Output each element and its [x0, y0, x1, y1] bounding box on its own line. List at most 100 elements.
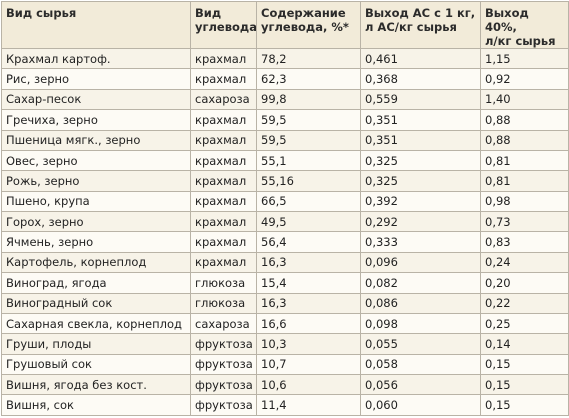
cell-yield-absolute: 0,096: [360, 251, 481, 274]
cell-yield-40: 0,22: [480, 292, 569, 314]
table-row: Виноградный сок глюкоза 16,3 0,086 0,22: [1, 292, 569, 314]
cell-carb-type: крахмал: [190, 231, 257, 253]
cell-carb-type: фруктоза: [190, 353, 257, 376]
cell-raw-material: Груши, плоды: [1, 333, 191, 355]
header-yield-40: Выход 40%, л/кг сырья: [480, 1, 569, 49]
table-row: Картофель, корнеплод крахмал 16,3 0,096 0,24: [1, 251, 569, 274]
cell-raw-material: Ячмень, зерно: [1, 231, 191, 253]
cell-raw-material: Пшено, крупа: [1, 190, 191, 213]
cell-yield-absolute: 0,351: [360, 109, 481, 131]
cell-carb-type: крахмал: [190, 129, 257, 151]
cell-carb-content: 10,7: [256, 353, 361, 376]
cell-yield-absolute: 0,086: [360, 292, 481, 314]
cell-yield-40: 0,20: [480, 272, 569, 294]
cell-yield-40: 0,25: [480, 312, 569, 335]
table-row: Вишня, ягода без кост. фруктоза 10,6 0,056 0…: [1, 373, 569, 396]
cell-yield-absolute: 0,333: [360, 231, 481, 253]
header-raw-material: Вид сырья: [1, 1, 191, 49]
cell-raw-material: Овес, зерно: [1, 149, 191, 172]
cell-carb-content: 16,6: [256, 312, 361, 335]
cell-carb-content: 15,4: [256, 272, 361, 294]
cell-carb-type: крахмал: [190, 210, 257, 233]
cell-raw-material: Грушовый сок: [1, 353, 191, 376]
cell-carb-type: фруктоза: [190, 394, 257, 416]
cell-raw-material: Пшеница мягк., зерно: [1, 129, 191, 151]
cell-yield-absolute: 0,325: [360, 149, 481, 172]
cell-yield-40: 1,15: [480, 47, 569, 70]
cell-carb-type: глюкоза: [190, 272, 257, 294]
cell-carb-type: глюкоза: [190, 292, 257, 314]
table-row: Гречиха, зерно крахмал 59,5 0,351 0,88: [1, 109, 569, 131]
table-row: Пшено, крупа крахмал 66,5 0,392 0,98: [1, 190, 569, 213]
cell-yield-40: 0,98: [480, 190, 569, 213]
cell-yield-absolute: 0,292: [360, 210, 481, 233]
cell-carb-content: 99,8: [256, 88, 361, 111]
cell-raw-material: Рожь, зерно: [1, 170, 191, 192]
header-carb-type: Вид углевода: [190, 1, 257, 49]
cell-carb-content: 62,3: [256, 68, 361, 90]
cell-yield-40: 0,24: [480, 251, 569, 274]
table-row: Горох, зерно крахмал 49,5 0,292 0,73: [1, 210, 569, 233]
cell-raw-material: Вишня, сок: [1, 394, 191, 416]
table-row: Сахарная свекла, корнеплод сахароза 16,6 0,…: [1, 312, 569, 335]
cell-carb-content: 55,1: [256, 149, 361, 172]
cell-yield-absolute: 0,055: [360, 333, 481, 355]
cell-yield-40: 0,15: [480, 353, 569, 376]
cell-yield-40: 0,14: [480, 333, 569, 355]
cell-carb-type: фруктоза: [190, 333, 257, 355]
cell-yield-40: 1,40: [480, 88, 569, 111]
table-row: Ячмень, зерно крахмал 56,4 0,333 0,83: [1, 231, 569, 253]
cell-carb-type: крахмал: [190, 251, 257, 274]
header-row: Вид сырья Вид углевода Содержание углевода…: [1, 1, 569, 49]
table-row: Крахмал картоф. крахмал 78,2 0,461 1,15: [1, 47, 569, 70]
cell-carb-content: 56,4: [256, 231, 361, 253]
cell-raw-material: Виноградный сок: [1, 292, 191, 314]
cell-carb-content: 16,3: [256, 251, 361, 274]
cell-carb-type: сахароза: [190, 312, 257, 335]
cell-carb-content: 78,2: [256, 47, 361, 70]
cell-raw-material: Картофель, корнеплод: [1, 251, 191, 274]
cell-raw-material: Сахарная свекла, корнеплод: [1, 312, 191, 335]
cell-yield-40: 0,81: [480, 170, 569, 192]
cell-carb-content: 66,5: [256, 190, 361, 213]
cell-carb-content: 49,5: [256, 210, 361, 233]
cell-raw-material: Гречиха, зерно: [1, 109, 191, 131]
cell-carb-content: 59,5: [256, 109, 361, 131]
cell-yield-absolute: 0,368: [360, 68, 481, 90]
cell-yield-absolute: 0,559: [360, 88, 481, 111]
cell-raw-material: Рис, зерно: [1, 68, 191, 90]
table-row: Грушовый сок фруктоза 10,7 0,058 0,15: [1, 353, 569, 376]
table-row: Груши, плоды фруктоза 10,3 0,055 0,14: [1, 333, 569, 355]
cell-carb-content: 59,5: [256, 129, 361, 151]
table-row: Виноград, ягода глюкоза 15,4 0,082 0,20: [1, 272, 569, 294]
header-carb-content: Содержание углевода, %*: [256, 1, 361, 49]
cell-carb-type: сахароза: [190, 88, 257, 111]
cell-carb-content: 10,3: [256, 333, 361, 355]
cell-yield-absolute: 0,056: [360, 373, 481, 396]
cell-yield-40: 0,92: [480, 68, 569, 90]
cell-carb-content: 11,4: [256, 394, 361, 416]
cell-yield-absolute: 0,098: [360, 312, 481, 335]
table-row: Рис, зерно крахмал 62,3 0,368 0,92: [1, 68, 569, 90]
cell-carb-type: крахмал: [190, 47, 257, 70]
cell-raw-material: Вишня, ягода без кост.: [1, 373, 191, 396]
cell-yield-absolute: 0,082: [360, 272, 481, 294]
table-row: Вишня, сок фруктоза 11,4 0,060 0,15: [1, 394, 569, 416]
cell-yield-40: 0,15: [480, 394, 569, 416]
cell-carb-content: 55,16: [256, 170, 361, 192]
cell-yield-40: 0,15: [480, 373, 569, 396]
cell-yield-40: 0,88: [480, 109, 569, 131]
cell-yield-absolute: 0,058: [360, 353, 481, 376]
cell-raw-material: Крахмал картоф.: [1, 47, 191, 70]
cell-raw-material: Сахар-песок: [1, 88, 191, 111]
cell-carb-type: крахмал: [190, 190, 257, 213]
table-row: Сахар-песок сахароза 99,8 0,559 1,40: [1, 88, 569, 111]
cell-carb-type: крахмал: [190, 68, 257, 90]
cell-raw-material: Виноград, ягода: [1, 272, 191, 294]
cell-carb-type: фруктоза: [190, 373, 257, 396]
cell-yield-absolute: 0,325: [360, 170, 481, 192]
table-row: Пшеница мягк., зерно крахмал 59,5 0,351 0,88: [1, 129, 569, 151]
cell-yield-absolute: 0,351: [360, 129, 481, 151]
cell-yield-40: 0,83: [480, 231, 569, 253]
